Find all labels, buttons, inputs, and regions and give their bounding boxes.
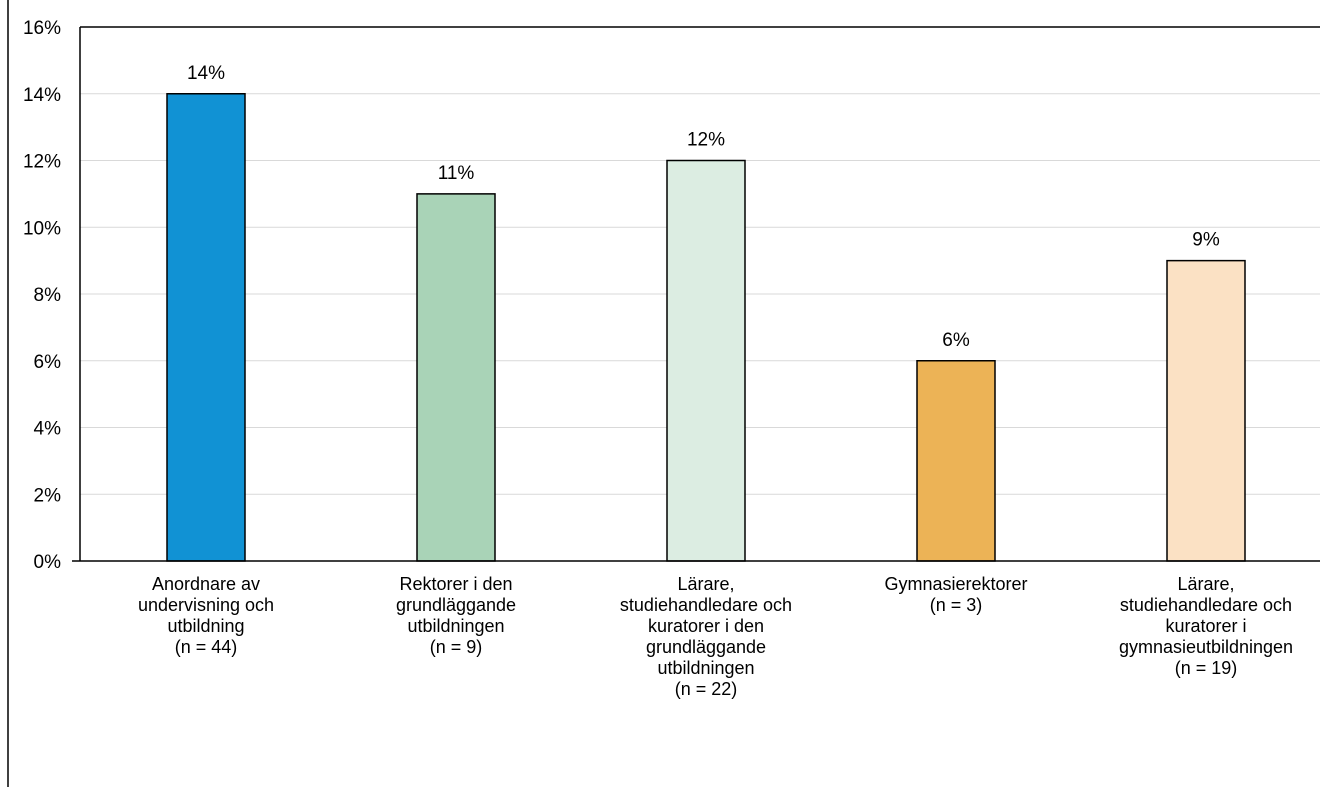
y-axis-tick-labels: 0% 2% 4% 6% 8% 10% 12% 14% 16% [23,18,61,573]
axes [7,0,1320,787]
category-label-line: studiehandledare och [620,595,792,615]
x-axis-category-labels: Anordnare av undervisning och utbildning (n… [138,574,1293,699]
y-tick-label: 0% [34,552,62,573]
category-label: Rektorer i den grundläggande utbildningen(… [396,574,516,657]
y-tick-label: 4% [34,419,62,440]
data-labels: 14% 11% 12% 6% 9% [187,63,1220,351]
category-label-line: kuratorer i [1165,616,1246,636]
bar [1166,259,1246,562]
category-label-line: Rektorer i den [399,574,512,594]
category-label-line: Lärare, [677,574,734,594]
category-label-line: (n = 19) [1175,658,1238,678]
category-label: Lärare, studiehandledare och kuratorer i d… [620,574,792,699]
category-label-line: undervisning och [138,595,274,615]
y-tick-label: 2% [34,485,62,506]
data-label: 11% [438,163,475,184]
data-label: 12% [687,130,725,151]
category-label-line: kuratorer i den [648,616,764,636]
category-label-line: (n = 44) [175,637,238,657]
category-label-line: Lärare, [1177,574,1234,594]
category-label-line: utbildningen [407,616,504,636]
category-label-line: grundläggande [396,595,516,615]
bar [166,93,246,562]
bar [916,360,996,562]
y-tick-label: 10% [23,218,61,239]
category-label-line: grundläggande [646,637,766,657]
y-tick-label: 8% [34,285,62,306]
category-label: Gymnasierektorer (n = 3) [884,574,1027,615]
data-label: 14% [187,63,225,84]
bar [666,159,746,562]
y-tick-label: 16% [23,18,61,39]
category-label: Anordnare av undervisning och utbildning (n… [138,574,274,657]
category-label-line: Gymnasierektorer [884,574,1027,594]
category-label-line: studiehandledare och [1120,595,1292,615]
category-label: Lärare, studiehandledare och kuratorer i gy… [1119,574,1293,678]
category-label-line: (n = 22) [675,679,738,699]
bar [416,193,496,562]
category-label-line: (n = 9) [430,637,483,657]
category-label-line: (n = 3) [930,595,983,615]
data-label: 9% [1192,230,1220,251]
category-label-line: Anordnare av [152,574,260,594]
y-tick-label: 6% [34,352,62,373]
y-tick-label: 14% [23,85,61,106]
category-label-line: utbildningen [657,658,754,678]
bars [166,93,1246,562]
data-label: 6% [942,330,970,351]
y-tick-label: 12% [23,152,61,173]
category-label-line: utbildning [167,616,244,636]
category-label-line: gymnasieutbildningen [1119,637,1293,657]
